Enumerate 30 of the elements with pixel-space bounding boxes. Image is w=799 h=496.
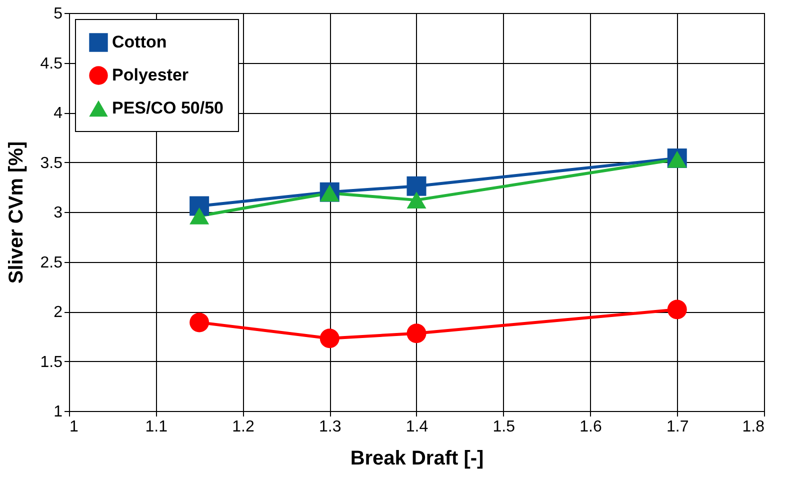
point	[667, 300, 687, 320]
x-tick-label: 1.1	[145, 418, 168, 436]
x-tick-label: 1.3	[319, 418, 342, 436]
x-tick-label: 1.8	[742, 418, 765, 436]
y-tick-label: 3	[54, 204, 63, 222]
point	[406, 324, 426, 344]
point	[320, 328, 340, 348]
y-tick-label: 4.5	[40, 55, 63, 72]
y-tick-label: 1	[54, 404, 63, 420]
y-axis-title: Sliver CVm [%]	[5, 141, 28, 284]
x-tick-label: 1.4	[406, 418, 428, 436]
point	[406, 176, 426, 196]
x-tick-label: 1.5	[492, 418, 516, 436]
legend-label: Polyester	[112, 66, 189, 84]
legend-label: PES/CO 50/50	[112, 98, 224, 118]
legend-label: Cotton	[112, 32, 167, 52]
y-tick-label: 5	[54, 6, 63, 22]
point	[406, 192, 426, 208]
x-tick-label: 1.6	[580, 418, 602, 436]
point	[190, 312, 210, 332]
x-axis-title: Break Draft [-]	[350, 448, 484, 470]
y-tick-label: 3.5	[40, 154, 63, 172]
y-tick-label: 4	[54, 105, 63, 122]
x-tick-label: 1.2	[232, 418, 254, 436]
x-tick-label: 1	[70, 418, 78, 436]
point	[190, 208, 210, 224]
y-tick-label: 2.5	[40, 254, 63, 272]
y-tick-label: 1.5	[40, 354, 63, 371]
y-tick-label: 2	[54, 304, 63, 321]
x-tick-label: 1.7	[666, 418, 689, 436]
